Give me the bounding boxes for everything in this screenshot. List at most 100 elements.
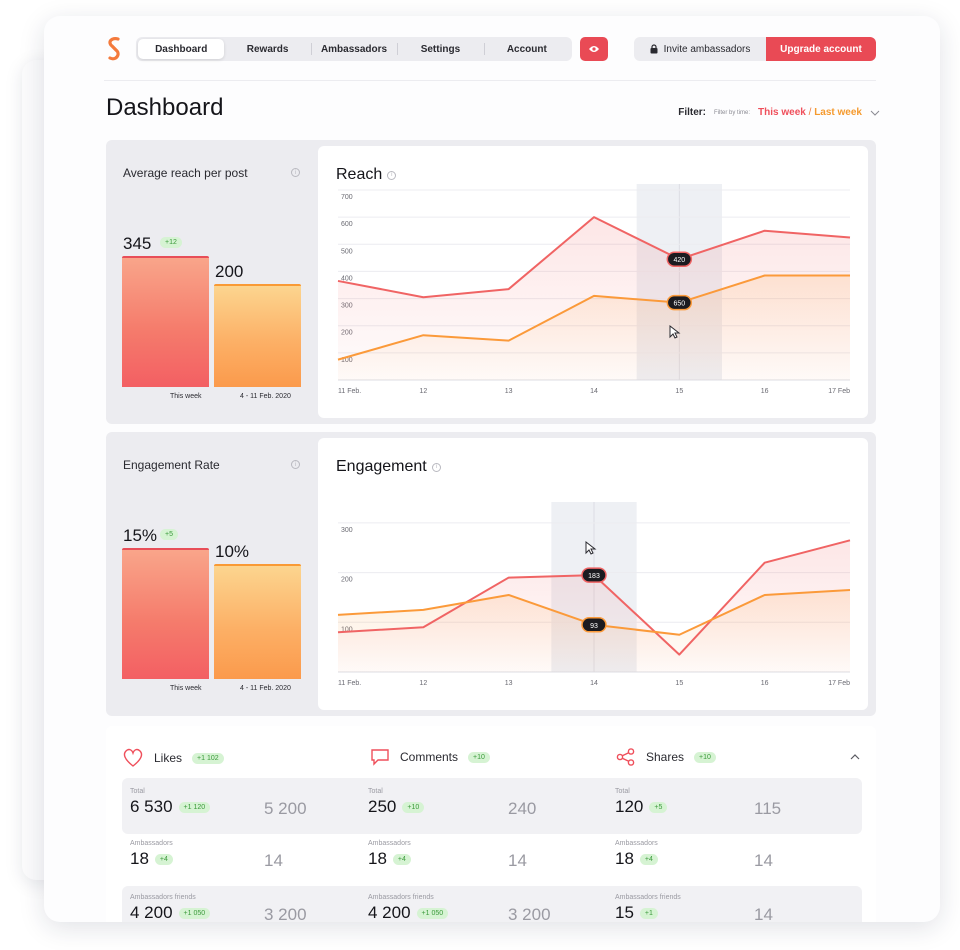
tab-settings[interactable]: Settings <box>397 39 483 59</box>
chevron-down-icon[interactable] <box>870 110 880 116</box>
metric-delta-badge: +5 <box>649 801 668 813</box>
reach-delta-badge: +12 <box>160 237 182 248</box>
metric-previous-value: 14 <box>508 851 527 870</box>
metric-previous-value: 14 <box>754 905 773 922</box>
reach-panel: Average reach per post i 345 +12 200 Thi… <box>106 140 876 424</box>
engagement-x-tick-label: 11 Feb. <box>338 680 361 687</box>
metric-previous-value: 5 200 <box>264 799 307 818</box>
metric-delta-badge: +1 120 <box>178 801 211 813</box>
metric-label: Ambassadors friends <box>368 894 434 901</box>
metric-value: 6 530 <box>130 797 173 816</box>
reach-previous-value: 200 <box>215 262 244 281</box>
shares-metric-cell: Ambassadors 18 +4 <box>615 840 658 869</box>
metric-label: Ambassadors <box>130 840 173 847</box>
cursor-icon <box>585 540 597 555</box>
engagement-x-tick-label: 12 <box>419 680 427 687</box>
reach-current-bar <box>122 256 209 387</box>
invite-label: Invite ambassadors <box>663 43 751 55</box>
likes-delta-badge: +1 102 <box>192 752 224 764</box>
shares-title: Shares <box>646 750 685 764</box>
engagement-x-tick-label: 14 <box>590 680 598 687</box>
engagement-chart-card: Engagement i 10020030011 Feb.12131415161… <box>318 438 868 710</box>
engagement-x-tick-label: 17 Feb <box>828 680 850 687</box>
reach-current-caption: This week <box>170 393 202 400</box>
reach-kpi-title: Average reach per post <box>123 166 248 180</box>
engagement-y-tick-label: 200 <box>341 577 353 584</box>
reach-x-tick-label: 15 <box>675 388 683 395</box>
metric-label: Ambassadors friends <box>615 894 681 901</box>
shares-header[interactable]: Shares +10 <box>616 748 716 766</box>
engagement-kpi-title: Engagement Rate <box>123 458 220 472</box>
metric-value: 18 <box>368 849 387 868</box>
reach-series-line-0 <box>337 216 851 299</box>
metrics-row-friends <box>122 886 862 922</box>
upgrade-account-button[interactable]: Upgrade account <box>766 37 876 61</box>
info-icon[interactable]: i <box>387 170 397 180</box>
metric-previous-value: 115 <box>754 799 782 818</box>
engagement-previous-caption: 4 - 11 Feb. 2020 <box>240 685 291 692</box>
engagement-current-value: 15% <box>123 526 158 545</box>
reach-current-value: 345 <box>123 234 152 253</box>
comments-header[interactable]: Comments +10 <box>370 748 490 766</box>
tab-dashboard[interactable]: Dashboard <box>138 39 225 59</box>
reach-line-chart: 10020030040050060070011 Feb.121314151617… <box>337 184 851 395</box>
reach-tooltip-bubble <box>666 251 693 267</box>
engagement-delta-badge: +5 <box>160 529 178 540</box>
info-icon[interactable]: i <box>291 460 300 469</box>
reach-series-line-1 <box>337 274 850 361</box>
dashboard-window: Dashboard Rewards Ambassadors Settings A… <box>44 16 940 922</box>
metric-value: 120 <box>615 797 644 816</box>
reach-x-tick-label: 11 Feb. <box>338 388 361 395</box>
invite-ambassadors-button[interactable]: Invite ambassadors <box>634 37 766 61</box>
reach-y-tick-label: 400 <box>341 275 353 282</box>
metric-value: 18 <box>615 849 634 868</box>
likes-title: Likes <box>154 751 183 765</box>
tab-rewards[interactable]: Rewards <box>246 43 289 55</box>
chevron-up-icon[interactable] <box>850 752 860 762</box>
engagement-previous-value: 10% <box>215 542 250 561</box>
metric-label: Ambassadors friends <box>130 894 196 901</box>
tab-ambassadors[interactable]: Ambassadors <box>310 39 397 59</box>
info-icon[interactable]: i <box>431 462 441 472</box>
brand-logo-icon[interactable] <box>104 36 124 62</box>
reach-y-tick-label: 600 <box>341 221 353 228</box>
top-bar: Dashboard Rewards Ambassadors Settings A… <box>104 36 876 62</box>
engagement-x-tick-label: 15 <box>675 680 683 687</box>
metric-value-group: 6 530 +1 120 <box>130 797 211 817</box>
metrics-row-total <box>122 778 862 834</box>
metric-delta-badge: +1 <box>639 907 658 919</box>
header-divider <box>104 80 876 81</box>
main-nav-tabs: Dashboard Rewards Ambassadors Settings A… <box>136 37 572 61</box>
filter-last-week[interactable]: Last week <box>814 107 862 118</box>
filter-this-week[interactable]: This week <box>758 107 806 118</box>
lock-icon <box>650 44 658 54</box>
engagement-x-tick-label: 13 <box>505 680 513 687</box>
metric-previous-value: 3 200 <box>508 905 551 922</box>
metric-value: 4 200 <box>368 903 411 922</box>
tab-account[interactable]: Account <box>483 39 570 59</box>
engagement-tooltip-bubble <box>581 617 607 633</box>
filter-separator: / <box>808 107 812 118</box>
engagement-y-tick-label: 300 <box>341 527 353 534</box>
reach-tooltip-label: 650 <box>673 301 685 308</box>
info-icon[interactable]: i <box>291 168 300 177</box>
metric-label: Ambassadors <box>615 840 658 847</box>
metrics-panel: Likes +1 102 Comments +10 Shares +10 To <box>106 726 876 922</box>
metric-previous-value: 14 <box>264 851 283 870</box>
metric-value-group: 120 +5 <box>615 797 668 817</box>
preview-button[interactable] <box>580 37 608 61</box>
time-filter[interactable]: Filter: Filter by time: This week / Last… <box>678 107 880 118</box>
comments-metric-cell: Ambassadors 18 +4 <box>368 840 411 869</box>
heart-icon <box>123 748 143 767</box>
metric-delta-badge: +1 050 <box>416 907 449 919</box>
comment-icon <box>371 749 389 766</box>
metric-value: 18 <box>130 849 149 868</box>
metric-label: Total <box>130 788 145 795</box>
metric-value-group: 18 +4 <box>368 849 411 869</box>
likes-header[interactable]: Likes +1 102 <box>122 748 224 768</box>
metric-value: 250 <box>368 797 397 816</box>
shares-metric-cell: Total 120 +5 <box>615 788 668 817</box>
engagement-current-bar <box>122 548 209 679</box>
comments-metric-cell: Total 250 +10 <box>368 788 425 817</box>
